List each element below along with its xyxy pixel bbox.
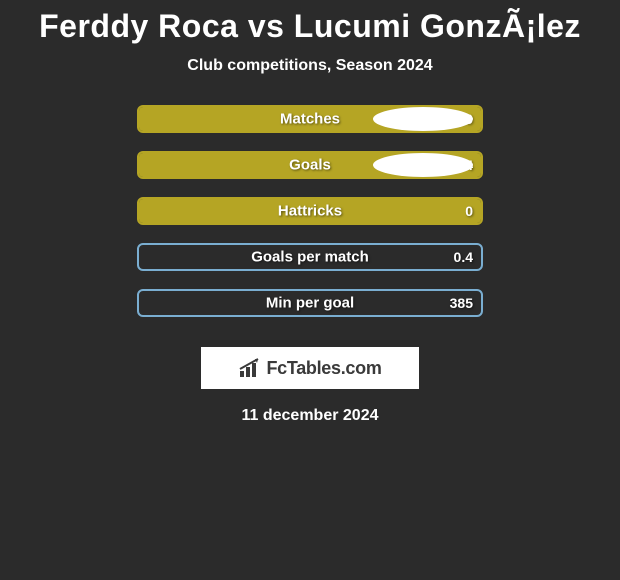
stat-row: Hattricks 0 <box>137 197 483 225</box>
stat-label: Hattricks <box>278 203 342 220</box>
stat-bar: Hattricks 0 <box>137 197 483 225</box>
stat-label: Min per goal <box>266 295 354 312</box>
stat-row: Matches10 <box>137 105 483 133</box>
stat-label: Goals <box>289 157 331 174</box>
brand-box: FcTables.com <box>201 347 419 389</box>
stat-bar: Min per goal 385 <box>137 289 483 317</box>
bar-chart-icon <box>238 357 262 379</box>
stat-value: 0.4 <box>454 249 473 265</box>
stat-label: Goals per match <box>251 249 369 266</box>
comparison-card: Ferddy Roca vs Lucumi GonzÃ¡lez Club com… <box>0 0 620 425</box>
stat-label: Matches <box>280 111 340 128</box>
stat-bar: Goals per match 0.4 <box>137 243 483 271</box>
stat-value: 385 <box>450 295 473 311</box>
date-text: 11 december 2024 <box>242 407 379 425</box>
stat-row: Goals per match 0.4 <box>137 243 483 271</box>
stat-row: Min per goal 385 <box>137 289 483 317</box>
stat-rows: Matches10 Goals4 Hattricks 0 Goals per match… <box>137 105 483 335</box>
stat-row: Goals4 <box>137 151 483 179</box>
subtitle: Club competitions, Season 2024 <box>187 57 432 75</box>
stat-value: 0 <box>465 203 473 219</box>
brand-text: FcTables.com <box>266 358 381 379</box>
player-right-ellipse <box>373 107 473 131</box>
page-title: Ferddy Roca vs Lucumi GonzÃ¡lez <box>39 8 581 45</box>
player-right-ellipse <box>373 153 473 177</box>
